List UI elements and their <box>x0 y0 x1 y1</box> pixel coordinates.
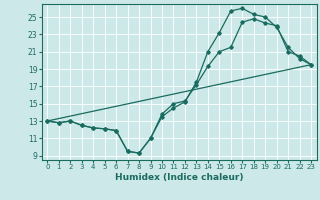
X-axis label: Humidex (Indice chaleur): Humidex (Indice chaleur) <box>115 173 244 182</box>
